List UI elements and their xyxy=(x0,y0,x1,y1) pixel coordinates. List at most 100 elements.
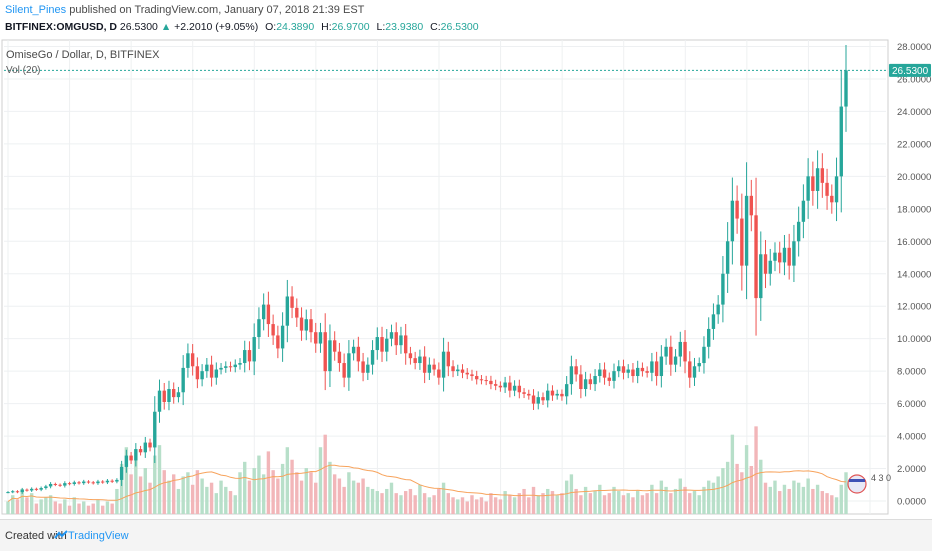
y-tick-label: 18.0000 xyxy=(897,204,931,215)
volume-bar xyxy=(744,445,749,514)
candle-body xyxy=(105,480,110,483)
candle-body xyxy=(375,337,379,351)
tradingview-logo-icon[interactable] xyxy=(54,529,68,541)
candle-body xyxy=(711,314,716,329)
candle-body xyxy=(186,353,190,368)
volume-bar xyxy=(460,497,465,514)
candle-body xyxy=(721,273,725,305)
published-text: published on TradingView.com, January 07… xyxy=(66,4,365,16)
candle-body xyxy=(560,393,564,397)
volume-bar xyxy=(512,497,517,514)
low-value: 23.9380 xyxy=(385,21,424,33)
volume-bar xyxy=(607,493,611,514)
candle-body xyxy=(489,380,493,385)
candle-body xyxy=(96,481,100,484)
price-chart[interactable]: 28.0000 26.0000 24.0000 22.0000 20.0000 18.00… xyxy=(0,38,932,530)
indicator-badge[interactable]: 4 3 0 xyxy=(847,473,891,494)
volume-bar xyxy=(214,493,219,514)
candle-body xyxy=(792,241,796,266)
candle-body xyxy=(787,247,791,266)
volume-bar xyxy=(6,501,10,514)
volume-bar xyxy=(654,493,659,514)
volume-bar xyxy=(86,505,91,514)
candle-body xyxy=(678,341,682,357)
candle-body xyxy=(598,369,602,377)
volume-bar xyxy=(768,486,772,514)
volume-bar xyxy=(290,459,294,514)
volume-bar xyxy=(77,503,81,514)
volume-bar xyxy=(508,495,512,514)
candle-body xyxy=(53,483,58,485)
volume-bar xyxy=(612,486,616,514)
y-tick-label: 8.0000 xyxy=(897,367,926,378)
volume-bar xyxy=(285,447,290,514)
candle-body xyxy=(707,328,711,347)
volume-bar xyxy=(588,493,593,514)
volume-bar xyxy=(219,480,223,514)
candle-body xyxy=(200,371,204,380)
volume-bar xyxy=(659,480,664,514)
candle-body xyxy=(148,442,152,448)
volume-bar xyxy=(304,468,308,514)
candle-body xyxy=(413,358,417,364)
candle-body xyxy=(190,353,195,367)
volume-bar xyxy=(834,497,839,514)
volume-bar xyxy=(143,468,147,514)
author-link[interactable]: Silent_Pines xyxy=(5,4,67,16)
candle-body xyxy=(238,363,242,365)
volume-bar xyxy=(645,493,649,514)
chart-container[interactable]: 28.0000 26.0000 24.0000 22.0000 20.0000 18.00… xyxy=(0,38,932,530)
y-tick-label: 12.0000 xyxy=(897,302,931,313)
volume-bar xyxy=(271,470,275,514)
volume-bar xyxy=(138,476,143,514)
volume-bar xyxy=(730,434,735,514)
volume-bar xyxy=(408,488,413,514)
candle-body xyxy=(692,366,697,378)
candle-body xyxy=(564,384,569,397)
volume-bar xyxy=(413,495,417,514)
candle-body xyxy=(517,385,522,393)
volume-bar xyxy=(332,474,337,514)
tradingview-brand-link[interactable]: TradingView xyxy=(68,530,129,542)
candle-body xyxy=(389,332,394,339)
volume-bar xyxy=(418,484,422,514)
volume-bar xyxy=(247,480,252,514)
volume-bar xyxy=(626,493,630,514)
volume-bar xyxy=(754,426,758,514)
candle-body xyxy=(735,200,739,219)
candle-body xyxy=(290,296,294,308)
volume-bar xyxy=(370,488,375,514)
volume-bar xyxy=(688,493,692,514)
candle-body xyxy=(115,479,119,482)
candlesticks xyxy=(6,45,848,494)
volume-bar xyxy=(498,499,503,514)
volume-bar xyxy=(806,478,810,514)
volume-bar xyxy=(266,451,271,514)
candle-body xyxy=(299,317,304,331)
volume-bar xyxy=(119,463,124,514)
volume-bar xyxy=(356,482,361,514)
y-tick-label: 6.0000 xyxy=(897,399,926,410)
grid-lines xyxy=(4,40,886,514)
volume-bar xyxy=(759,459,763,514)
volume-bar xyxy=(631,497,635,514)
candle-body xyxy=(162,390,166,402)
candle-body xyxy=(527,393,531,396)
candle-body xyxy=(176,392,181,398)
candle-body xyxy=(280,325,285,349)
candle-body xyxy=(67,483,72,485)
volume-bar xyxy=(399,495,403,514)
candle-body xyxy=(295,307,299,318)
volume-ma-line xyxy=(7,464,847,502)
low-label: L: xyxy=(376,21,386,33)
volume-bar xyxy=(541,493,545,514)
candle-body xyxy=(257,319,261,338)
candle-body xyxy=(82,481,86,484)
volume-bar xyxy=(257,455,261,514)
candle-body xyxy=(654,361,659,377)
candle-body xyxy=(380,337,384,352)
last-price-tag-text: 26.5300 xyxy=(892,66,929,77)
volume-bar xyxy=(569,474,574,514)
volume-bar xyxy=(115,488,119,514)
candle-body xyxy=(503,382,507,388)
